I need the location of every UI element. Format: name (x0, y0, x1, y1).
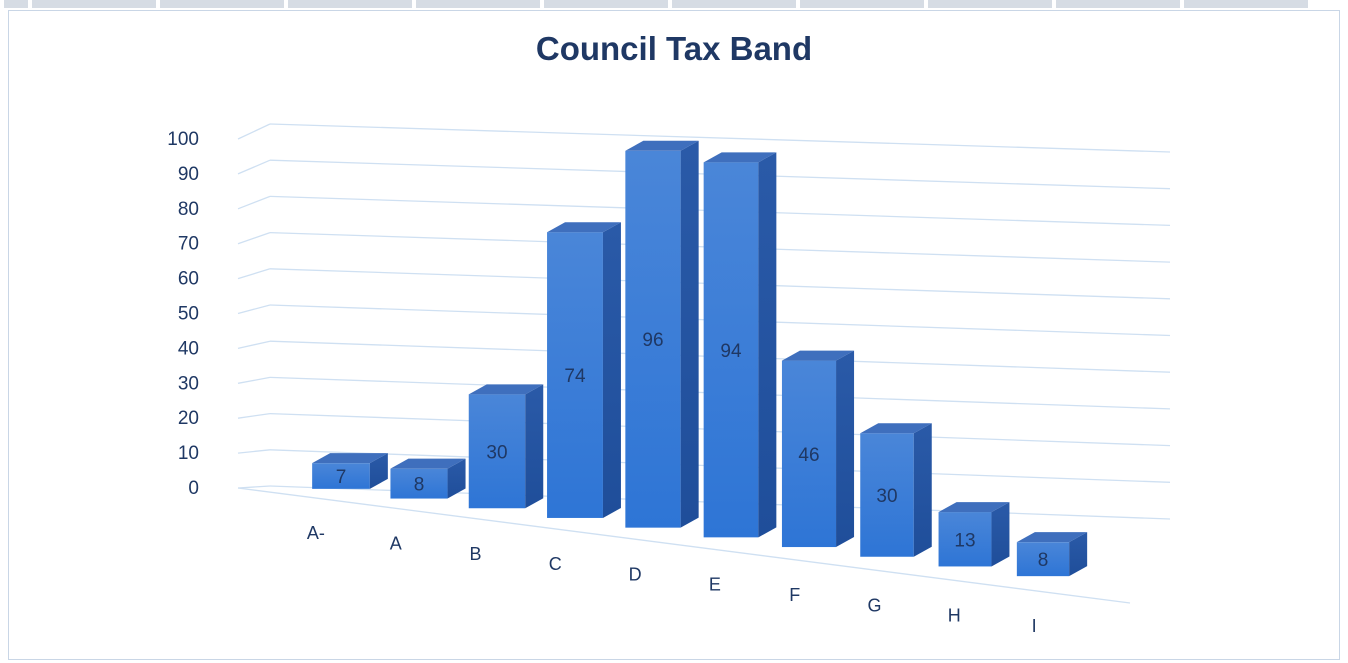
top-strip-segment (416, 0, 540, 8)
y-tick-label: 40 (178, 338, 199, 359)
bar-front (938, 512, 992, 567)
bar-front (312, 463, 370, 489)
bar-I (1016, 532, 1088, 577)
x-tick-label: B (469, 544, 481, 564)
top-strip-segment (32, 0, 156, 8)
gridline-side (237, 268, 271, 280)
bar-top (547, 222, 621, 233)
bar-side (525, 384, 544, 509)
bar-top (860, 423, 932, 434)
data-label: 7 (336, 467, 347, 488)
bar-side (602, 222, 621, 518)
top-strip-segment (160, 0, 284, 8)
bar-top (781, 350, 855, 361)
gridline-side (237, 376, 271, 384)
chart-title: Council Tax Band (535, 30, 813, 67)
gridline-side (237, 123, 271, 140)
top-strip-segment (544, 0, 668, 8)
bar-front (468, 394, 526, 509)
top-strip-segment (672, 0, 796, 8)
x-tick-label: I (1032, 616, 1037, 636)
gridline-side (237, 231, 271, 245)
top-strip-segment (1184, 0, 1308, 8)
top-strip-segment (800, 0, 924, 8)
floor-front-edge (237, 487, 1131, 604)
bar-top (468, 384, 544, 395)
bar-B (468, 384, 544, 509)
bar-side (680, 140, 699, 528)
y-tick-label: 20 (178, 408, 199, 429)
data-label: 94 (720, 341, 742, 362)
top-strip-segment (288, 0, 412, 8)
gridline-side (237, 449, 271, 454)
bar-front (390, 468, 448, 499)
x-tick-label: A (390, 533, 402, 553)
y-tick-label: 0 (188, 478, 199, 499)
bar-side (991, 502, 1010, 567)
top-strip (0, 0, 1348, 8)
data-label: 30 (486, 442, 507, 463)
bar-front (781, 360, 837, 548)
y-tick-label: 50 (178, 304, 199, 325)
bar-side (369, 453, 388, 489)
bar-side (1069, 532, 1088, 577)
bar-F (781, 350, 855, 548)
bar-E (703, 152, 777, 538)
x-tick-label: A- (307, 523, 325, 543)
data-label: 8 (1038, 550, 1049, 571)
gridline-side (237, 304, 271, 315)
gridline-side (237, 340, 271, 350)
x-tick-label: E (709, 575, 721, 595)
bar-side (836, 350, 855, 548)
x-tick-label: H (948, 606, 961, 626)
top-strip-segment (4, 0, 28, 8)
data-label: 96 (642, 330, 663, 351)
y-tick-label: 60 (178, 269, 199, 290)
bar-front (547, 232, 603, 518)
bar-front (625, 150, 681, 528)
bar-top (1016, 532, 1088, 543)
bars (312, 140, 1088, 577)
bar-front (860, 433, 914, 557)
gridline (269, 123, 1171, 153)
bar-top (938, 502, 1010, 513)
data-label: 46 (798, 445, 819, 466)
bar-top (312, 453, 388, 464)
bar-A- (312, 453, 388, 489)
y-tick-label: 70 (178, 234, 199, 255)
data-label: 74 (564, 366, 586, 387)
top-strip-segment (928, 0, 1052, 8)
bar-G (860, 423, 932, 557)
y-tick-label: 30 (178, 373, 199, 394)
bar-A (390, 458, 466, 499)
bar-H (938, 502, 1010, 567)
y-tick-label: 90 (178, 164, 199, 185)
y-tick-label: 100 (167, 129, 199, 150)
x-tick-label: D (629, 564, 642, 584)
data-label: 30 (876, 486, 897, 507)
gridline-side (237, 412, 271, 419)
data-label: 8 (414, 475, 425, 496)
bar-side (447, 458, 466, 499)
gridline-side (237, 195, 271, 210)
x-tick-label: G (867, 595, 881, 615)
top-strip-segment (1056, 0, 1180, 8)
y-tick-label: 10 (178, 443, 199, 464)
bar-side (913, 423, 932, 557)
y-tick-label: 80 (178, 199, 199, 220)
bar-side (758, 152, 777, 538)
gridline-side (237, 159, 271, 175)
bar-front (703, 162, 759, 538)
bar-C (547, 222, 621, 518)
bar-D (625, 140, 699, 528)
bar-top (625, 140, 699, 151)
bar-front (1016, 542, 1070, 577)
bar-top (703, 152, 777, 163)
bar-top (390, 458, 466, 469)
x-tick-label: F (789, 585, 800, 605)
x-tick-label: C (549, 554, 562, 574)
data-label: 13 (954, 530, 975, 551)
gridline-side (237, 485, 271, 489)
